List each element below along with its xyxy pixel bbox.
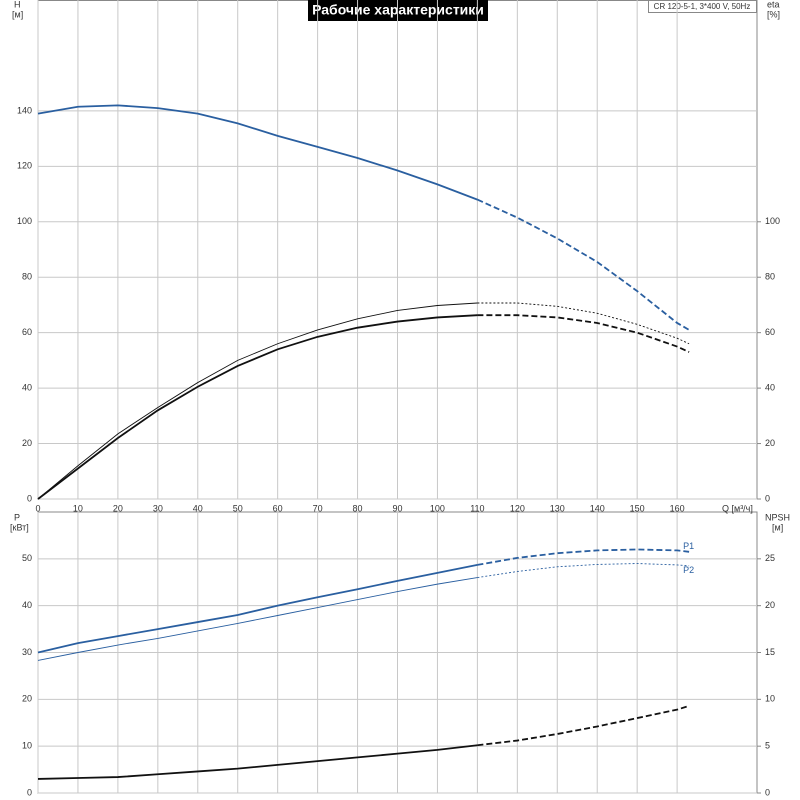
series-line bbox=[477, 705, 690, 747]
x-tick-label: 30 bbox=[153, 503, 163, 513]
x-tick-label: 70 bbox=[313, 503, 323, 513]
x-tick-label: 60 bbox=[273, 503, 283, 513]
subtitle: CR 120-5-1, 3*400 V, 50Hz bbox=[654, 2, 751, 11]
series-line bbox=[477, 198, 690, 331]
x-tick-label: 80 bbox=[353, 503, 363, 513]
x-tick-label: 130 bbox=[550, 503, 565, 513]
y2-label: NPSH bbox=[765, 512, 790, 522]
y-unit: [кВт] bbox=[10, 522, 29, 532]
x-tick-label: 10 bbox=[73, 503, 83, 513]
y-tick-label: 20 bbox=[22, 438, 32, 448]
y2-tick-label: 20 bbox=[765, 438, 775, 448]
y2-tick-label: 100 bbox=[765, 216, 780, 226]
note-box bbox=[648, 0, 757, 13]
y-tick-label: 40 bbox=[22, 600, 32, 610]
x-tick-label: 120 bbox=[510, 503, 525, 513]
y-tick-label: 30 bbox=[22, 647, 32, 657]
y2-tick-label: 80 bbox=[765, 272, 775, 282]
y2-tick-label: 60 bbox=[765, 327, 775, 337]
x-label: Q [м³/ч] bbox=[722, 503, 753, 513]
y-tick-label: 40 bbox=[22, 382, 32, 392]
series-line bbox=[37, 744, 478, 780]
y-tick-label: 10 bbox=[22, 741, 32, 751]
y2-tick-label: 25 bbox=[765, 553, 775, 563]
y2-tick-label: 0 bbox=[765, 787, 770, 797]
y-tick-label: 20 bbox=[22, 694, 32, 704]
x-tick-label: 110 bbox=[470, 503, 484, 513]
x-tick-label: 100 bbox=[430, 503, 445, 513]
y-tick-label: 0 bbox=[27, 787, 32, 797]
y-tick-label: 60 bbox=[22, 327, 32, 337]
y2-tick-label: 5 bbox=[765, 741, 770, 751]
y2-tick-label: 0 bbox=[765, 493, 770, 503]
y2-label: eta bbox=[767, 0, 780, 9]
x-tick-label: 50 bbox=[233, 503, 243, 513]
y-unit: [м] bbox=[12, 9, 23, 19]
y2-unit: [м] bbox=[772, 522, 783, 532]
x-tick-label: 160 bbox=[670, 503, 685, 513]
y-tick-label: 50 bbox=[22, 553, 32, 563]
y2-tick-label: 40 bbox=[765, 382, 775, 392]
y-tick-label: 120 bbox=[17, 161, 32, 171]
y-label: H bbox=[14, 0, 21, 9]
y2-tick-label: 20 bbox=[765, 600, 775, 610]
y-label: P bbox=[14, 512, 20, 522]
x-tick-label: 0 bbox=[35, 503, 40, 513]
series-line bbox=[477, 563, 690, 579]
x-tick-label: 150 bbox=[630, 503, 645, 513]
series-line bbox=[477, 314, 690, 353]
y2-tick-label: 15 bbox=[765, 647, 775, 657]
series-line bbox=[37, 104, 478, 201]
y-tick-label: 80 bbox=[22, 272, 32, 282]
series-line bbox=[37, 577, 478, 661]
series-label: P2 bbox=[683, 565, 694, 575]
y-tick-label: 100 bbox=[17, 216, 32, 226]
x-tick-label: 140 bbox=[590, 503, 605, 513]
series-line bbox=[37, 564, 478, 654]
series-line bbox=[477, 548, 690, 566]
y2-tick-label: 10 bbox=[765, 694, 775, 704]
y-tick-label: 140 bbox=[17, 105, 32, 115]
y-tick-label: 0 bbox=[27, 493, 32, 503]
series-line bbox=[477, 302, 690, 345]
x-tick-label: 40 bbox=[193, 503, 203, 513]
series-line bbox=[37, 314, 478, 500]
x-tick-label: 90 bbox=[392, 503, 402, 513]
x-tick-label: 20 bbox=[113, 503, 123, 513]
series-line bbox=[37, 302, 478, 500]
series-label: P1 bbox=[683, 541, 694, 551]
y2-unit: [%] bbox=[767, 9, 780, 19]
